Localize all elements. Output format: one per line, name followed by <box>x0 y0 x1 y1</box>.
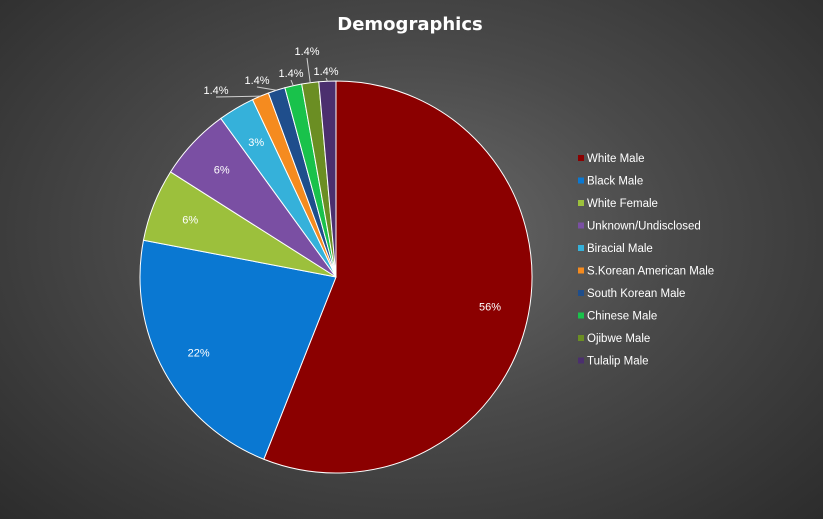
data-label-white-female: 6% <box>182 214 198 226</box>
legend-swatch-black-male <box>578 177 584 184</box>
legend-swatch-chinese-male <box>578 312 584 319</box>
data-label-chinese-male: 1.4% <box>278 68 303 80</box>
legend-label-black-male: Black Male <box>587 176 643 188</box>
legend-label-tulalip-male: Tulalip Male <box>587 356 649 368</box>
data-label-unknown-undisclosed: 6% <box>214 165 230 177</box>
data-label-biracial-male: 3% <box>248 137 264 149</box>
slice-black-male <box>139 239 337 460</box>
legend-label-biracial-male: Biracial Male <box>587 243 653 255</box>
leader-line-south-korean-male <box>256 86 277 91</box>
legend-swatch-biracial-male <box>578 245 584 251</box>
leader-line-chinese-male <box>290 79 294 86</box>
leader-line-s-korean-american-male <box>215 95 261 98</box>
legend-label-white-male: White Male <box>587 153 645 165</box>
data-labels: 56% 22% 6% 6% 3% 1.4% 1.4% 1.4% 1.4% 1.4% <box>182 46 501 360</box>
data-label-black-male: 22% <box>188 348 210 360</box>
slice-white-male <box>263 80 533 474</box>
data-label-s-korean-american-male: 1.4% <box>203 85 228 97</box>
legend: White Male Black Male White Female Unknown/… <box>578 153 714 368</box>
leader-line-ojibwe-male <box>306 57 311 83</box>
leader-line-tulalip-male <box>325 77 328 82</box>
legend-label-white-female: White Female <box>587 198 658 210</box>
legend-swatch-white-male <box>578 155 584 161</box>
legend-swatch-ojibwe-male <box>578 335 584 341</box>
legend-label-unknown-undisclosed: Unknown/Undisclosed <box>587 221 701 233</box>
legend-swatch-white-female <box>578 200 584 206</box>
chart-title: Demographics <box>337 14 482 35</box>
legend-swatch-s-korean-american-male <box>578 267 584 274</box>
data-label-ojibwe-male: 1.4% <box>294 46 319 58</box>
data-label-tulalip-male: 1.4% <box>313 66 338 78</box>
legend-label-s-korean-american-male: S.Korean American Male <box>587 266 714 278</box>
data-label-white-male: 56% <box>479 301 501 313</box>
data-label-south-korean-male: 1.4% <box>244 75 269 87</box>
legend-swatch-unknown-undisclosed <box>578 222 584 229</box>
leader-lines <box>215 57 328 98</box>
legend-label-ojibwe-male: Ojibwe Male <box>587 333 650 345</box>
pie-slices <box>139 80 533 474</box>
legend-swatch-tulalip-male <box>578 357 584 364</box>
legend-swatch-south-korean-male <box>578 290 584 296</box>
legend-label-south-korean-male: South Korean Male <box>587 288 685 300</box>
legend-label-chinese-male: Chinese Male <box>587 311 657 323</box>
